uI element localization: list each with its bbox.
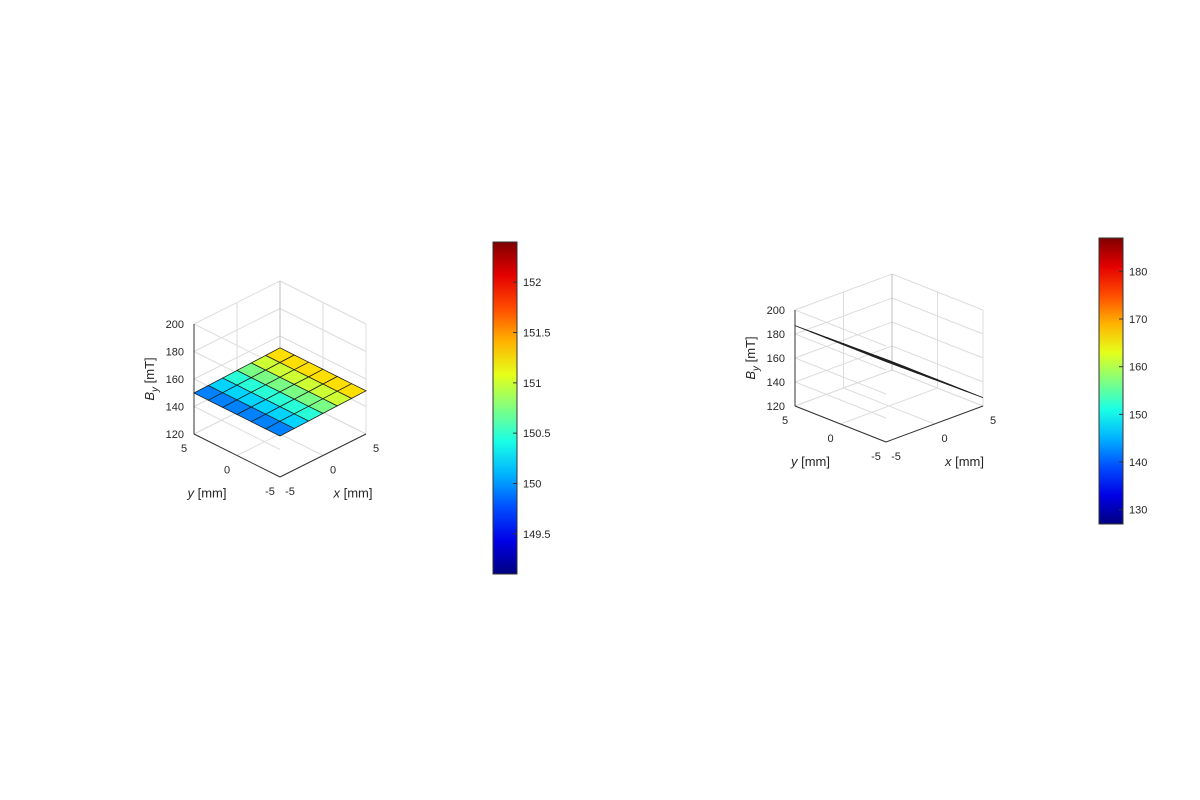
colorbar-tick-label: 150 — [523, 478, 541, 490]
y-tick-label: 5 — [782, 415, 788, 427]
colorbar-tick-label: 160 — [1129, 362, 1147, 374]
grid-line — [794, 369, 893, 407]
colorbar-tick-label: 149.5 — [523, 529, 551, 541]
colorbar-tick-label: 151 — [523, 378, 541, 390]
y-axis-label: y [mm] — [790, 454, 830, 469]
colorbar-tick-label: 151.5 — [523, 328, 551, 340]
colorbar-gradient — [492, 241, 518, 575]
y-axis-line — [193, 433, 281, 478]
y-axis-label: y [mm] — [187, 486, 227, 501]
colorbar-2: 130 140 150 160 170 180 — [1098, 237, 1147, 525]
z-tick-label: 200 — [166, 319, 184, 331]
x-tick-label: -5 — [891, 451, 901, 463]
colorbar-tick-label: 152 — [523, 277, 541, 289]
z-tick-label: 160 — [767, 353, 785, 365]
z-tick-label: 140 — [166, 402, 184, 414]
tick-labels-2: -5 0 5 -5 0 5 120 140 160 180 200 — [767, 305, 996, 463]
y-tick-label: 0 — [827, 433, 833, 445]
y-tick-label: 5 — [181, 443, 187, 455]
axes-grid-2 — [794, 273, 984, 443]
z-tick-label: 180 — [166, 347, 184, 359]
y-tick-label: -5 — [871, 451, 881, 463]
x-tick-label: -5 — [285, 486, 295, 498]
x-tick-label: 5 — [373, 443, 379, 455]
z-axis-label: By [mT] — [743, 336, 762, 379]
surface-1 — [193, 347, 367, 437]
colorbar-tick-label: 130 — [1129, 505, 1147, 517]
z-tick-label: 200 — [767, 305, 785, 317]
surface-cell — [336, 383, 367, 399]
x-axis-line — [279, 433, 367, 478]
z-tick-label: 120 — [767, 401, 785, 413]
x-tick-label: 0 — [941, 433, 947, 445]
y-tick-label: -5 — [265, 486, 275, 498]
colorbar-tick-label: 140 — [1129, 457, 1147, 469]
surface-2 — [794, 325, 984, 398]
surface-cell — [951, 385, 984, 398]
grid-line — [794, 309, 887, 347]
grid-line — [193, 406, 281, 450]
colorbar-gradient — [1098, 237, 1124, 525]
x-tick-label: 0 — [330, 465, 336, 477]
colorbar-1: 149.5 150 150.5 151 151.5 152 — [492, 241, 551, 575]
x-axis-line — [885, 405, 984, 443]
grid-line — [840, 387, 938, 425]
grid-line — [794, 357, 887, 395]
tick-labels-1: -5 0 5 -5 0 5 120 140 160 180 200 — [166, 319, 379, 498]
z-axis-label: By [mT] — [142, 357, 161, 400]
x-tick-label: 5 — [990, 415, 996, 427]
colorbar-tick-label: 180 — [1129, 266, 1147, 278]
grid-line — [794, 381, 887, 419]
x-axis-label: x [mm] — [333, 486, 373, 501]
grid-line — [794, 333, 887, 371]
y-axis-line — [794, 405, 887, 443]
colorbar-tick-label: 150.5 — [523, 428, 551, 440]
y-tick-label: 0 — [224, 465, 230, 477]
z-tick-label: 120 — [166, 429, 184, 441]
colorbar-tick-label: 170 — [1129, 314, 1147, 326]
z-tick-label: 180 — [767, 329, 785, 341]
z-tick-label: 140 — [767, 377, 785, 389]
z-tick-label: 160 — [166, 374, 184, 386]
colorbar-tick-label: 150 — [1129, 409, 1147, 421]
x-axis-label: x [mm] — [944, 454, 984, 469]
